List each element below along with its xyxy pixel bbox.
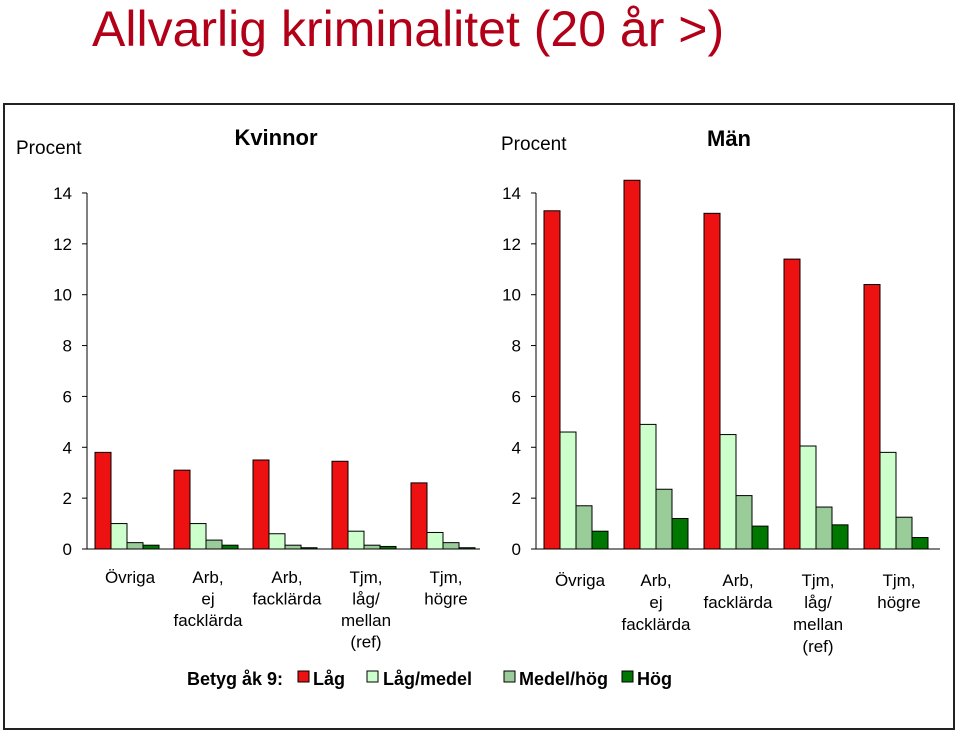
legend-item-medium-high: Medel/hög bbox=[503, 669, 608, 689]
x-category-label-man: Arb, ej facklärda bbox=[622, 571, 692, 634]
legend-item-low-medium: Låg/medel bbox=[366, 669, 472, 689]
legend-swatch-low bbox=[297, 670, 310, 683]
bar-man-series-4-cat-4 bbox=[831, 524, 849, 550]
bar-kvinnor-series-2-cat-1 bbox=[110, 523, 128, 550]
bar-kvinnor-series-1-cat-2 bbox=[173, 469, 191, 550]
legend-item-low: Låg bbox=[297, 669, 345, 689]
bar-man-series-3-cat-4 bbox=[815, 506, 833, 550]
x-category-label-man: Tjm, låg/mellan (ref) bbox=[793, 571, 843, 656]
chart-title-man: Män bbox=[707, 126, 751, 151]
legend-label-high: Hög bbox=[637, 669, 672, 689]
bar-man-series-3-cat-1 bbox=[575, 505, 593, 550]
chart-man: 0 2 4 6 8 10 12 14 Övriga Arb, ej facklärda Arb, fack… bbox=[502, 179, 940, 656]
bar-kvinnor-series-2-cat-4 bbox=[347, 530, 365, 550]
y-tick-label-man: 8 bbox=[512, 337, 521, 356]
y-tick-label-kvinnor: 2 bbox=[63, 489, 72, 508]
legend-swatch-low-medium bbox=[366, 670, 379, 683]
bar-kvinnor-series-3-cat-1 bbox=[126, 542, 144, 550]
bar-kvinnor-series-1-cat-4 bbox=[331, 460, 349, 550]
legend-label-low: Låg bbox=[313, 669, 345, 689]
bar-kvinnor-series-4-cat-4 bbox=[379, 545, 397, 550]
x-category-label-man: Arb, facklärda bbox=[704, 571, 774, 612]
y-tick-label-kvinnor: 14 bbox=[53, 184, 72, 203]
bar-kvinnor-series-2-cat-2 bbox=[189, 523, 207, 550]
bar-kvinnor-series-1-cat-3 bbox=[252, 459, 270, 550]
y-tick-label-man: 2 bbox=[512, 489, 521, 508]
bar-kvinnor-series-2-cat-3 bbox=[268, 533, 286, 550]
bar-man-series-1-cat-5 bbox=[863, 284, 881, 550]
bar-man-series-2-cat-1 bbox=[559, 431, 577, 550]
x-category-label-kvinnor: Arb, ej facklärda bbox=[174, 568, 244, 630]
bar-kvinnor-series-3-cat-2 bbox=[205, 539, 223, 550]
legend-swatch-medium-high bbox=[503, 670, 516, 683]
bar-man-series-3-cat-2 bbox=[655, 488, 673, 550]
bar-man-series-2-cat-5 bbox=[879, 451, 897, 550]
bar-kvinnor-series-4-cat-2 bbox=[221, 544, 239, 550]
bar-man-series-2-cat-4 bbox=[799, 445, 817, 550]
bar-man-series-4-cat-1 bbox=[591, 530, 609, 550]
bar-kvinnor-series-3-cat-5 bbox=[442, 542, 460, 550]
y-tick-label-kvinnor: 12 bbox=[53, 235, 72, 254]
bar-kvinnor-series-1-cat-5 bbox=[410, 482, 428, 550]
x-category-label-kvinnor: Övriga bbox=[105, 568, 156, 587]
legend-item-high: Hög bbox=[621, 669, 672, 689]
y-tick-label-man: 10 bbox=[502, 286, 521, 305]
slide-title: Allvarlig kriminalitet (20 år >) bbox=[92, 1, 725, 57]
bar-man-series-1-cat-1 bbox=[543, 210, 561, 550]
chart-title-kvinnor: Kvinnor bbox=[234, 125, 318, 150]
x-category-label-man: Övriga bbox=[555, 571, 606, 590]
bar-man-series-1-cat-4 bbox=[783, 258, 801, 550]
bar-man-series-4-cat-5 bbox=[911, 537, 929, 550]
x-category-label-kvinnor: Arb, facklärda bbox=[253, 568, 323, 609]
y-tick-label-man: 0 bbox=[512, 540, 521, 559]
ylabel-man: Procent bbox=[501, 134, 567, 155]
bar-man-series-3-cat-5 bbox=[895, 516, 913, 550]
legend-swatch-high bbox=[621, 670, 634, 683]
bar-man-series-4-cat-3 bbox=[751, 525, 769, 550]
y-tick-label-kvinnor: 6 bbox=[63, 387, 72, 406]
x-category-label-kvinnor: Tjm, låg/mellan (ref) bbox=[341, 568, 391, 652]
bar-kvinnor-series-2-cat-5 bbox=[426, 531, 444, 550]
y-tick-label-man: 14 bbox=[502, 184, 521, 203]
x-category-label-man: Tjm, högre bbox=[877, 571, 920, 612]
ylabel-kvinnor: Procent bbox=[16, 138, 82, 159]
bar-kvinnor-series-3-cat-4 bbox=[363, 544, 381, 550]
bar-kvinnor-series-1-cat-1 bbox=[94, 451, 112, 550]
bar-man-series-2-cat-3 bbox=[719, 434, 737, 550]
bar-man-series-3-cat-3 bbox=[735, 495, 753, 550]
bar-man-series-1-cat-3 bbox=[703, 212, 721, 550]
bar-man-series-4-cat-2 bbox=[671, 517, 689, 550]
y-tick-label-kvinnor: 4 bbox=[63, 438, 72, 457]
bar-man-series-2-cat-2 bbox=[639, 423, 657, 550]
legend-label-low-medium: Låg/medel bbox=[383, 669, 472, 689]
y-tick-label-kvinnor: 0 bbox=[63, 540, 72, 559]
bar-kvinnor-series-3-cat-3 bbox=[284, 544, 302, 550]
y-tick-label-man: 4 bbox=[512, 438, 521, 457]
x-category-label-kvinnor: Tjm, högre bbox=[424, 568, 467, 609]
chart-frame bbox=[3, 103, 955, 730]
y-tick-label-man: 12 bbox=[502, 235, 521, 254]
legend-label-medium-high: Medel/hög bbox=[519, 669, 608, 689]
y-tick-label-kvinnor: 8 bbox=[63, 337, 72, 356]
bar-kvinnor-series-4-cat-3 bbox=[300, 547, 318, 550]
bar-kvinnor-series-4-cat-5 bbox=[458, 547, 476, 550]
legend-prefix: Betyg åk 9: bbox=[187, 669, 283, 689]
y-tick-label-kvinnor: 10 bbox=[53, 286, 72, 305]
y-tick-label-man: 6 bbox=[512, 387, 521, 406]
bar-kvinnor-series-4-cat-1 bbox=[142, 544, 160, 550]
bar-man-series-1-cat-2 bbox=[623, 179, 641, 550]
